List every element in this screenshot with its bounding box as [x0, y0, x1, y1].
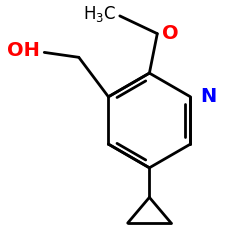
Text: OH: OH [8, 41, 40, 60]
Text: H$_3$C: H$_3$C [83, 4, 116, 24]
Text: O: O [162, 24, 179, 43]
Text: N: N [200, 87, 216, 106]
